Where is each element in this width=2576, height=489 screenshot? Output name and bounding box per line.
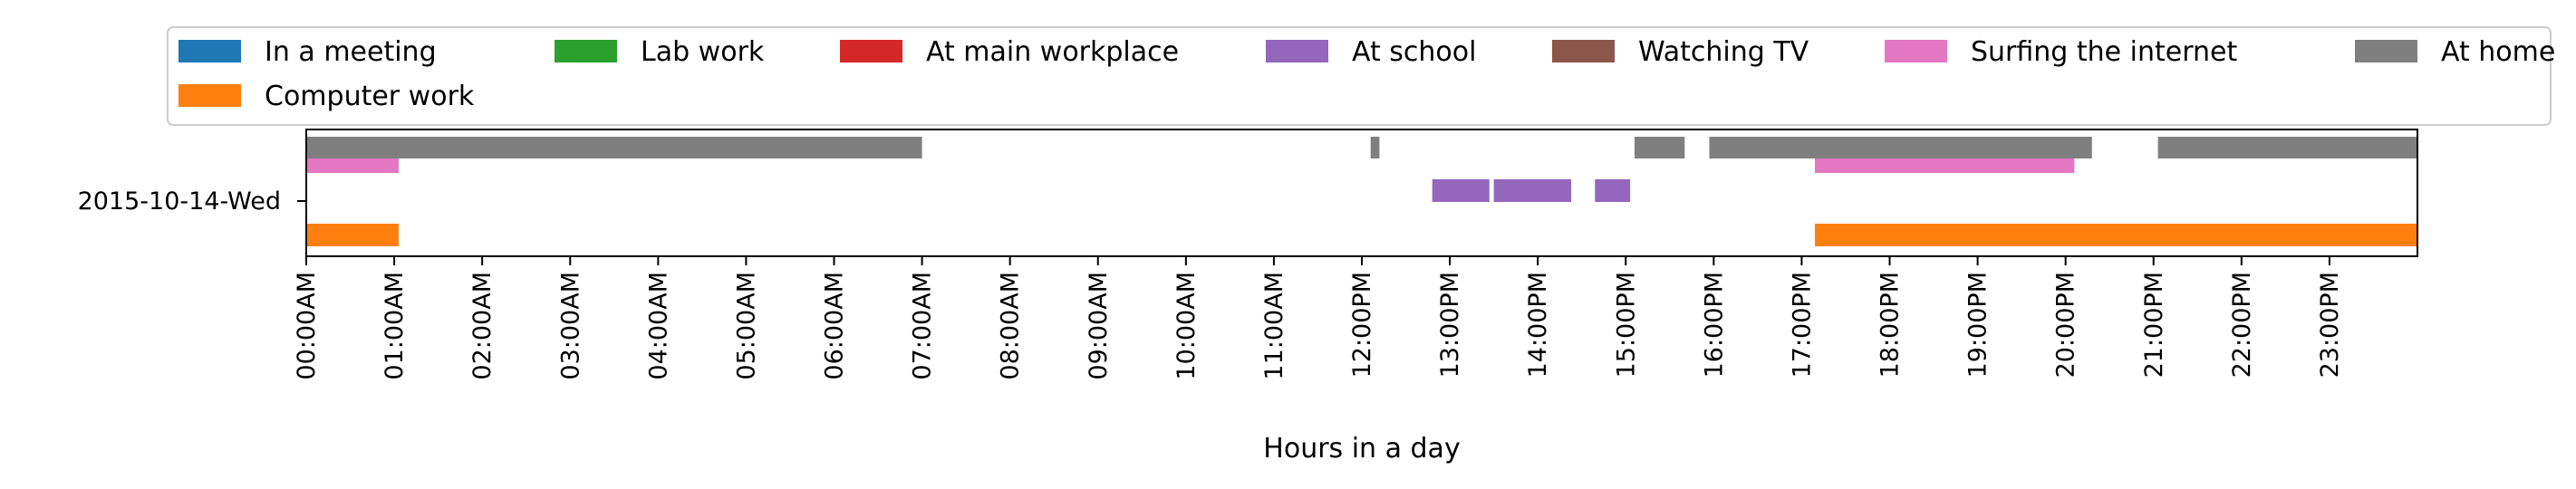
legend-label: Surfing the internet bbox=[1971, 36, 2237, 68]
x-tick-label: 06:00AM bbox=[821, 272, 849, 380]
bars-layer bbox=[306, 137, 2417, 246]
x-tick-label: 15:00PM bbox=[1612, 272, 1640, 378]
x-tick-label: 08:00AM bbox=[997, 272, 1025, 380]
bar-segment bbox=[1432, 179, 1490, 202]
bar-segment bbox=[1595, 179, 1631, 202]
legend-swatch bbox=[2355, 40, 2417, 62]
x-tick-label: 09:00AM bbox=[1085, 272, 1113, 380]
x-axis: 00:00AM 01:00AM 02:00AM 03:00AM 04:00AM 05:00… bbox=[293, 256, 2344, 380]
bar-segment bbox=[306, 137, 922, 158]
x-tick-label: 17:00PM bbox=[1788, 272, 1816, 378]
x-tick-label: 20:00PM bbox=[2052, 272, 2080, 378]
x-tick-label: 04:00AM bbox=[644, 272, 672, 380]
x-tick-label: 05:00AM bbox=[732, 272, 760, 380]
bar-segment bbox=[1493, 179, 1572, 202]
legend-label: At school bbox=[1352, 36, 1476, 68]
x-tick-label: 02:00AM bbox=[468, 272, 497, 380]
legend-swatch bbox=[1552, 40, 1615, 62]
x-axis-label: Hours in a day bbox=[1263, 433, 1460, 465]
legend-swatch bbox=[1885, 40, 1947, 62]
x-tick-label: 11:00AM bbox=[1260, 272, 1288, 380]
x-tick-label: 23:00PM bbox=[2316, 272, 2344, 378]
legend-swatch bbox=[555, 40, 617, 62]
y-tick-label: 2015-10-14-Wed bbox=[78, 187, 281, 216]
bar-segment bbox=[1814, 158, 2075, 173]
x-tick-label: 13:00PM bbox=[1436, 272, 1464, 378]
legend-swatch bbox=[840, 40, 902, 62]
x-tick-label: 00:00AM bbox=[293, 272, 321, 380]
legend: In a meeting Lab work At main workplace At … bbox=[178, 36, 2555, 112]
legend-label: Watching TV bbox=[1638, 36, 1809, 68]
legend-label: Lab work bbox=[641, 36, 765, 68]
legend-box bbox=[167, 26, 2552, 126]
x-tick-label: 03:00AM bbox=[556, 272, 584, 380]
legend-swatch bbox=[178, 40, 241, 62]
bar-segment bbox=[306, 224, 399, 246]
x-tick-label: 18:00PM bbox=[1877, 272, 1905, 378]
legend-label: Computer work bbox=[265, 81, 475, 112]
legend-label: At home bbox=[2441, 36, 2555, 68]
bar-segment bbox=[2157, 137, 2417, 158]
legend-label: In a meeting bbox=[265, 36, 437, 68]
bar-segment bbox=[1814, 224, 2417, 246]
x-tick-label: 12:00PM bbox=[1348, 272, 1376, 378]
x-tick-label: 21:00PM bbox=[2140, 272, 2168, 378]
x-tick-label: 01:00AM bbox=[381, 272, 409, 380]
legend-swatch bbox=[1266, 40, 1328, 62]
x-tick-label: 10:00AM bbox=[1172, 272, 1201, 380]
x-tick-label: 07:00AM bbox=[909, 272, 937, 380]
legend-label: At main workplace bbox=[926, 36, 1179, 68]
x-tick-label: 22:00PM bbox=[2228, 272, 2256, 378]
legend-swatch bbox=[178, 84, 241, 107]
bar-segment bbox=[1370, 137, 1380, 158]
bar-segment bbox=[306, 158, 399, 173]
bar-segment bbox=[1709, 137, 2092, 158]
x-tick-label: 19:00PM bbox=[1964, 272, 1992, 378]
bar-segment bbox=[1634, 137, 1685, 158]
x-tick-label: 14:00PM bbox=[1524, 272, 1552, 378]
x-tick-label: 16:00PM bbox=[1700, 272, 1728, 378]
